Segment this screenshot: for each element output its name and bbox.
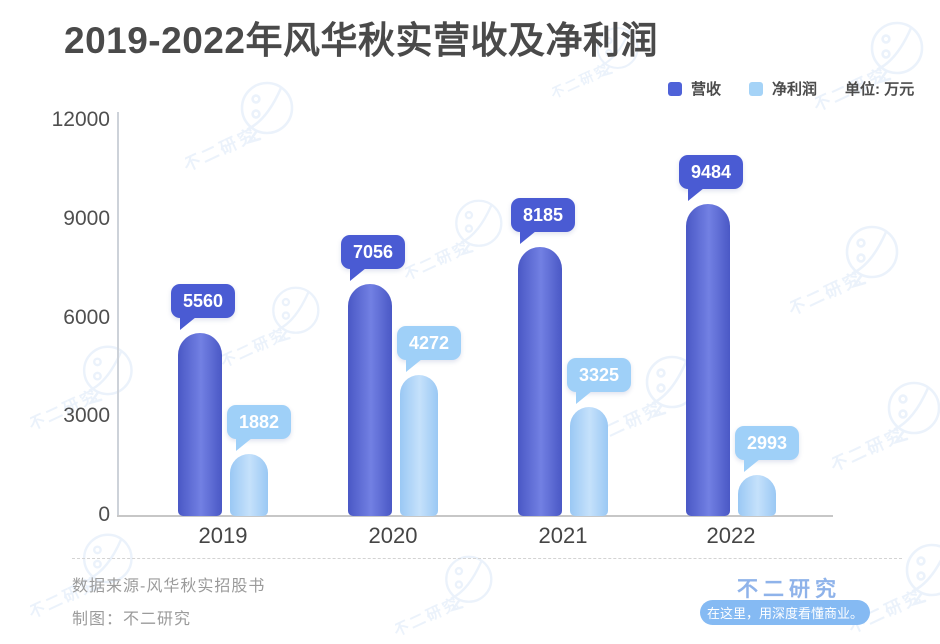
- revenue-value-callout-2020: 7056: [341, 235, 405, 282]
- svg-text:不二研究: 不二研究: [832, 423, 908, 473]
- revenue-value-callout-2022: 9484: [679, 155, 743, 202]
- data-source-text: 数据来源-风华秋实招股书: [72, 578, 266, 595]
- net-profit-value-callout-2021: 3325: [567, 358, 631, 405]
- revenue-value-callout-2021: 8185: [511, 198, 575, 245]
- y-tick-label-9000: 9000: [63, 206, 110, 230]
- chart-credit-text: 制图：不二研究: [72, 611, 192, 628]
- y-tick-label-12000: 12000: [51, 108, 110, 131]
- chart-title: 2019-2022年风华秋实营收及净利润: [64, 20, 658, 61]
- net-profit-bar-2020: [400, 375, 438, 516]
- svg-text:不二研究: 不二研究: [405, 237, 473, 282]
- revenue-value-callout-2019: 5560: [171, 284, 235, 331]
- brand-watermark-icon: 不二研究: [790, 225, 899, 317]
- net-profit-value-callout-2020: 4272: [397, 326, 461, 373]
- y-tick-label-3000: 3000: [63, 404, 110, 428]
- x-axis-label-2021: 2021: [538, 523, 588, 548]
- brand-logo-text: 不二研究: [737, 578, 841, 601]
- x-axis-label-2020: 2020: [368, 523, 418, 548]
- y-axis-line: [117, 112, 119, 517]
- net-profit-value-callout-2022: 2993: [735, 426, 799, 473]
- legend-label-net-profit: 净利润: [772, 81, 818, 98]
- svg-text:不二研究: 不二研究: [222, 324, 290, 369]
- brand-tagline-banner: 在这里，用深度看懂商业。: [700, 600, 870, 625]
- svg-text:不二研究: 不二研究: [552, 60, 613, 100]
- x-axis-label-2022: 2022: [706, 523, 756, 548]
- brand-watermark-icon: 不二研究: [222, 286, 320, 369]
- revenue-bar-2019: [178, 333, 222, 516]
- net-profit-bar-2021: [570, 407, 608, 516]
- svg-text:不二研究: 不二研究: [185, 123, 261, 173]
- legend-swatch-revenue-icon: [668, 81, 682, 96]
- revenue-bar-2020: [348, 284, 392, 516]
- brand-watermark-icon: 不二研究: [185, 81, 294, 173]
- net-profit-value-callout-2019: 1882: [227, 405, 291, 452]
- legend-swatch-net-profit-icon: [749, 81, 764, 96]
- footer-divider: [72, 558, 902, 559]
- unit-label: 单位: 万元: [845, 81, 915, 98]
- revenue-bar-2021: [518, 247, 562, 516]
- legend: 营收 净利润 单位: 万元: [668, 78, 914, 99]
- x-axis-line: [117, 515, 833, 517]
- brand-watermark-icon: 不二研究: [832, 381, 940, 473]
- y-tick-label-0: 0: [98, 503, 110, 526]
- svg-text:不二研究: 不二研究: [395, 593, 463, 638]
- brand-watermark-icon: 不二研究: [395, 555, 493, 638]
- y-tick-label-6000: 6000: [63, 305, 110, 329]
- legend-label-revenue: 营收: [691, 81, 722, 98]
- svg-text:不二研究: 不二研究: [790, 267, 866, 317]
- revenue-bar-2022: [686, 204, 730, 516]
- x-axis-label-2019: 2019: [198, 523, 248, 548]
- brand-watermark-icon: 不二研究: [405, 199, 503, 282]
- net-profit-bar-2022: [738, 475, 776, 516]
- net-profit-bar-2019: [230, 454, 268, 516]
